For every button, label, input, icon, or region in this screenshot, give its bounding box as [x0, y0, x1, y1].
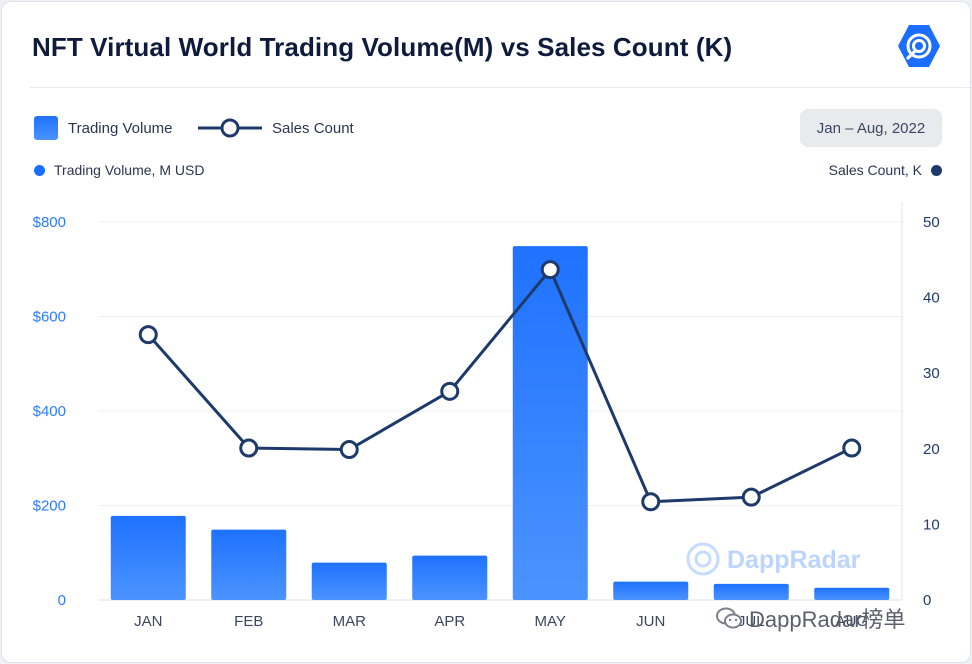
bar-swatch-icon — [34, 116, 58, 140]
navy-dot-icon — [931, 164, 942, 176]
right-axis-caption: Sales Count, K — [829, 162, 942, 178]
left-axis-caption-text: Trading Volume, M USD — [54, 162, 205, 178]
legend-sales-count[interactable]: Sales Count — [198, 114, 354, 142]
x-tick-label: MAR — [333, 613, 367, 630]
sales-point-mar — [339, 440, 359, 460]
bar-jan — [110, 515, 186, 600]
x-tick-label: MAY — [535, 613, 566, 630]
sales-point-jul — [741, 487, 761, 507]
bar-mar — [311, 562, 387, 600]
right-tick-label: 0 — [923, 592, 931, 609]
bar-feb — [211, 529, 287, 600]
x-tick-label: JUN — [636, 613, 665, 630]
wechat-icon — [716, 607, 742, 629]
sales-count-line — [147, 268, 853, 504]
wechat-watermark: DappRadar榜单 — [715, 602, 906, 634]
legend-volume-label: Trading Volume — [68, 119, 173, 137]
bar-aug — [814, 587, 890, 600]
x-tick-label: JAN — [134, 613, 162, 630]
bar-jul — [713, 583, 789, 600]
sales-point-aug — [842, 438, 862, 458]
header-divider — [30, 87, 970, 88]
bar-apr — [412, 555, 488, 600]
x-tick-label: AUG — [835, 613, 868, 630]
left-tick-label: $200 — [33, 498, 66, 515]
legend-trading-volume[interactable]: Trading Volume — [34, 114, 173, 142]
right-tick-label: 20 — [923, 441, 940, 458]
sales-point-feb — [239, 438, 259, 458]
bar-jun — [613, 581, 689, 600]
right-tick-label: 30 — [923, 365, 940, 382]
right-axis-caption-text: Sales Count, K — [828, 162, 922, 178]
dappradar-logo-icon — [898, 25, 940, 67]
left-tick-label: $600 — [33, 309, 66, 326]
left-tick-label: $800 — [33, 214, 66, 231]
line-marker-swatch-icon — [198, 118, 262, 138]
left-axis-caption: Trading Volume, M USD — [34, 162, 204, 178]
right-tick-label: 40 — [923, 290, 940, 307]
sales-point-apr — [440, 381, 460, 401]
watermark: DappRadar — [686, 542, 861, 576]
sales-point-jun — [641, 492, 661, 512]
wechat-watermark-text: DappRadar榜单 — [749, 607, 906, 632]
watermark-text: DappRadar — [727, 546, 861, 574]
right-tick-label: 10 — [923, 516, 940, 533]
chart-title: NFT Virtual World Trading Volume(M) vs S… — [32, 32, 733, 62]
blue-dot-icon — [34, 164, 45, 176]
left-tick-label: $400 — [33, 403, 66, 420]
legend-sales-label: Sales Count — [272, 119, 354, 137]
right-tick-label: 50 — [923, 214, 940, 231]
sales-point-jan — [138, 325, 158, 345]
x-tick-label: JUL — [738, 613, 765, 630]
sales-point-may — [540, 260, 560, 280]
x-tick-label: FEB — [234, 613, 263, 630]
x-tick-label: APR — [434, 613, 465, 630]
left-tick-label: 0 — [58, 592, 66, 609]
bar-may — [512, 246, 588, 600]
date-range-pill[interactable]: Jan – Aug, 2022 — [800, 109, 942, 147]
